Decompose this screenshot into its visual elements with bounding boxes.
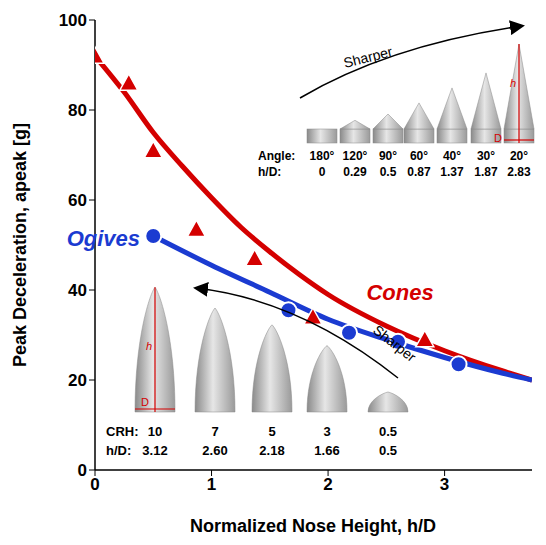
svg-text:2.60: 2.60 [202,443,227,458]
svg-text:Angle:: Angle: [258,149,295,163]
svg-text:20: 20 [68,371,87,390]
svg-text:2.83: 2.83 [507,165,531,179]
svg-text:7: 7 [211,424,218,439]
svg-text:0.87: 0.87 [407,165,431,179]
svg-text:1.37: 1.37 [440,165,464,179]
svg-text:D: D [141,396,149,408]
svg-text:0.5: 0.5 [379,424,397,439]
svg-text:h: h [510,77,516,89]
svg-text:1.66: 1.66 [314,443,339,458]
svg-text:0: 0 [90,475,99,494]
svg-text:5: 5 [268,424,275,439]
svg-text:0.5: 0.5 [380,165,397,179]
svg-text:h/D:: h/D: [106,443,131,458]
svg-text:Ogives: Ogives [67,226,140,251]
svg-text:0.29: 0.29 [343,165,367,179]
svg-text:120°: 120° [343,149,368,163]
svg-text:Cones: Cones [366,280,433,305]
svg-text:90°: 90° [379,149,397,163]
svg-text:3.12: 3.12 [142,443,167,458]
svg-text:0: 0 [78,461,87,480]
svg-text:Normalized Nose Height, h/D: Normalized Nose Height, h/D [190,516,436,536]
svg-text:Sharper: Sharper [342,43,395,71]
svg-text:D: D [494,132,502,144]
svg-text:3: 3 [323,424,330,439]
svg-text:100: 100 [59,11,87,30]
svg-text:Peak Deceleration, apeak [g]: Peak Deceleration, apeak [g] [10,123,30,367]
svg-text:180°: 180° [310,149,335,163]
svg-text:20°: 20° [510,149,528,163]
svg-text:2: 2 [323,475,332,494]
svg-text:1.87: 1.87 [474,165,498,179]
svg-text:40°: 40° [443,149,461,163]
svg-text:60°: 60° [410,149,428,163]
svg-text:80: 80 [68,101,87,120]
svg-text:1: 1 [207,475,216,494]
svg-text:CRH:: CRH: [106,424,139,439]
svg-text:60: 60 [68,191,87,210]
svg-text:0.5: 0.5 [379,443,397,458]
svg-text:3: 3 [440,475,449,494]
svg-text:h/D:: h/D: [258,165,281,179]
svg-text:h: h [146,340,152,352]
svg-text:0: 0 [319,165,326,179]
svg-text:40: 40 [68,281,87,300]
svg-text:Sharper: Sharper [370,322,419,365]
svg-text:30°: 30° [477,149,495,163]
svg-text:2.18: 2.18 [259,443,284,458]
svg-text:10: 10 [148,424,162,439]
